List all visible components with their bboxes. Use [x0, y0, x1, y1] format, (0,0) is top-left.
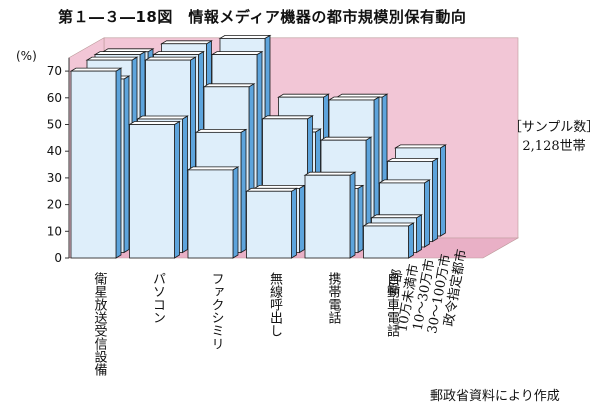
bar-side	[291, 187, 297, 259]
bar-top	[386, 157, 439, 162]
bar-top	[303, 171, 357, 176]
bar-top	[136, 115, 189, 120]
series-label: 郡部	[387, 268, 406, 296]
y-tick-label: 40	[47, 144, 62, 158]
bar-top	[362, 222, 415, 227]
bar	[246, 190, 292, 259]
bar	[129, 124, 175, 259]
category-label: パソコン	[150, 272, 166, 324]
bar-top	[93, 51, 147, 55]
bar-side	[174, 120, 180, 259]
bar-side	[424, 179, 430, 248]
bar-side	[408, 222, 414, 259]
bar-top	[218, 35, 272, 39]
category-label: 携帯電話	[326, 271, 342, 324]
bar-top	[144, 56, 197, 61]
figure-title: 第１―３―18図 情報メディア機器の都市規模別保有動向	[58, 8, 467, 26]
bar-top	[186, 166, 240, 171]
bar-top	[394, 144, 447, 149]
y-tick-label: 30	[47, 171, 62, 185]
y-tick-label: 10	[47, 224, 62, 238]
bar-top	[160, 40, 213, 45]
y-axis-label: (%)	[16, 49, 37, 63]
bar-top	[85, 56, 139, 61]
bar-side	[232, 166, 239, 259]
bar	[304, 174, 351, 259]
bar-side	[299, 184, 305, 254]
bar-side	[182, 115, 188, 254]
y-tick-label: 0	[54, 251, 62, 265]
bar-side	[432, 157, 438, 243]
bar-side	[416, 214, 422, 254]
bar-top	[194, 128, 248, 133]
bar-top	[69, 67, 123, 72]
category-label: 無線呼出し	[267, 272, 283, 337]
bar-top	[202, 83, 256, 88]
y-tick-label: 20	[47, 198, 62, 212]
bar-side	[240, 128, 247, 254]
bar-top	[378, 179, 431, 184]
bar-top	[277, 93, 330, 98]
bar	[70, 70, 117, 259]
source-note: 郵政省資料により作成	[430, 389, 560, 404]
category-label: ファクシミリ	[209, 272, 224, 350]
bar-top	[210, 51, 264, 55]
bar-top	[152, 51, 205, 55]
y-tick-label: 70	[47, 64, 62, 78]
bar	[363, 225, 409, 259]
bar-top	[327, 96, 381, 101]
bar-side	[357, 184, 364, 254]
sample-size-value: 2,128世帯	[522, 139, 586, 154]
bar-top	[370, 214, 423, 219]
bar	[187, 169, 234, 259]
bar-top	[319, 136, 373, 141]
y-tick-label: 60	[47, 91, 62, 105]
bar-side	[123, 75, 130, 254]
bar-side	[440, 144, 446, 237]
sample-size-note: ［サンプル数］ 2,128世帯	[502, 118, 606, 156]
bar-top	[261, 115, 314, 120]
category-label: 自動車電話	[384, 272, 400, 337]
category-label: 衛星放送受信設備	[92, 272, 108, 376]
bar-top	[128, 121, 181, 125]
bar-side	[115, 67, 122, 259]
sample-size-label: ［サンプル数］	[508, 120, 600, 135]
y-tick-label: 50	[47, 118, 62, 132]
bar-side	[349, 171, 356, 259]
